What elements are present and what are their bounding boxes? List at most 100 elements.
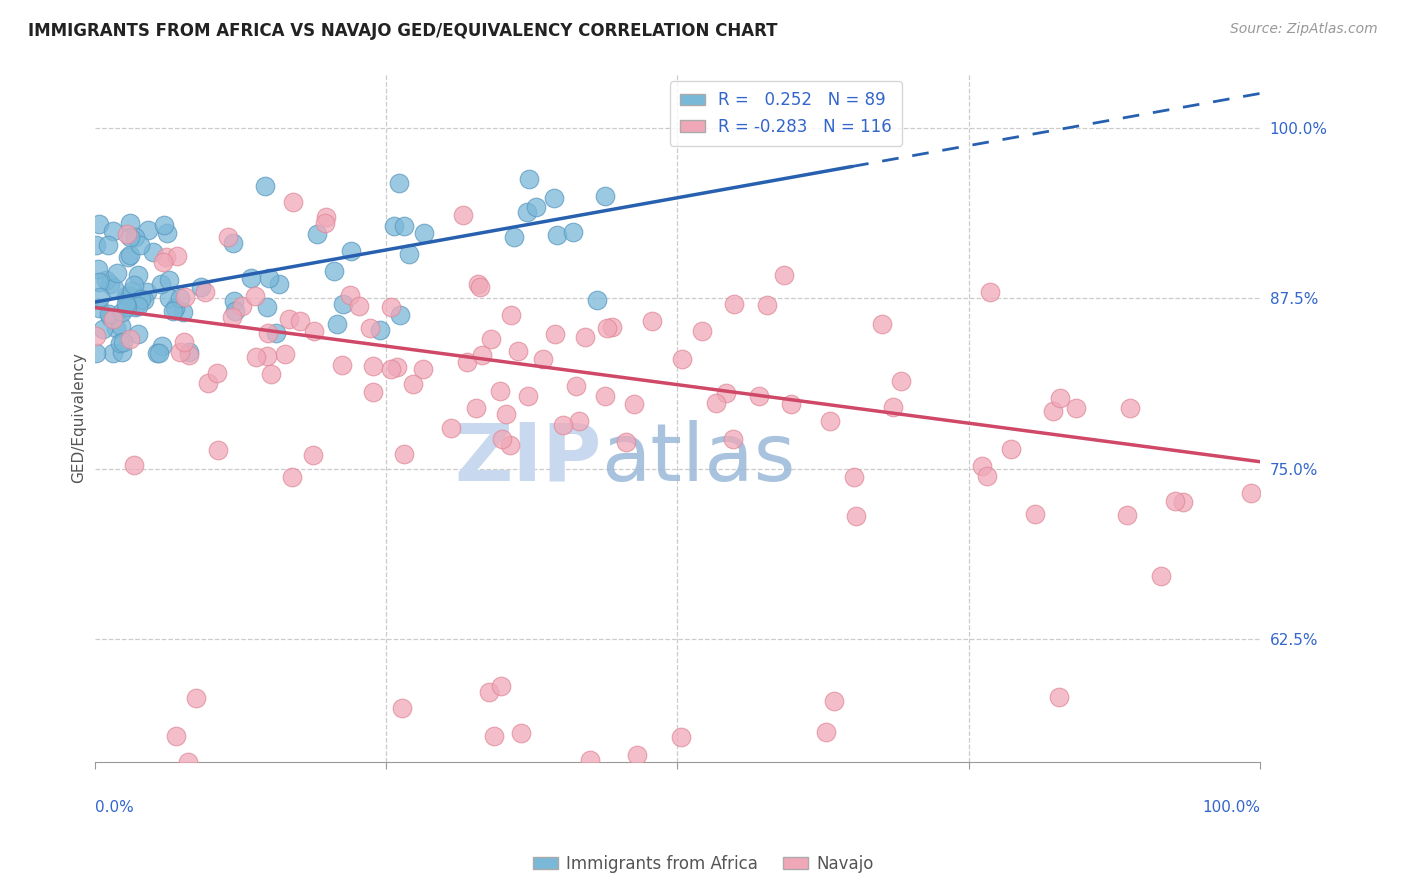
Point xyxy=(256,326,278,341)
Point xyxy=(721,432,744,446)
Point xyxy=(780,396,803,410)
Point xyxy=(322,264,344,278)
Text: 0.0%: 0.0% xyxy=(94,799,134,814)
Point xyxy=(111,345,134,359)
Point xyxy=(593,189,616,203)
Point xyxy=(818,414,841,428)
Point xyxy=(259,271,281,285)
Point xyxy=(221,236,243,251)
Point xyxy=(392,447,415,461)
Point xyxy=(117,250,139,264)
Point xyxy=(502,230,524,244)
Point xyxy=(1116,508,1139,523)
Point xyxy=(166,249,188,263)
Point xyxy=(533,351,555,366)
Point xyxy=(97,237,120,252)
Point xyxy=(169,291,191,305)
Point xyxy=(281,470,304,484)
Point xyxy=(516,205,538,219)
Point xyxy=(146,345,169,359)
Point xyxy=(157,273,180,287)
Text: ZIP: ZIP xyxy=(454,420,602,498)
Point xyxy=(217,230,239,244)
Point xyxy=(524,200,547,214)
Point xyxy=(506,344,529,359)
Legend: R =   0.252   N = 89, R = -0.283   N = 116: R = 0.252 N = 89, R = -0.283 N = 116 xyxy=(671,81,903,145)
Point xyxy=(177,755,200,769)
Point xyxy=(207,442,229,457)
Point xyxy=(184,690,207,705)
Point xyxy=(723,297,745,311)
Point xyxy=(491,432,513,446)
Point xyxy=(626,747,648,762)
Point xyxy=(747,388,769,402)
Point xyxy=(499,438,522,452)
Point xyxy=(326,317,349,331)
Point xyxy=(245,350,267,364)
Point xyxy=(103,224,125,238)
Point xyxy=(1171,495,1194,509)
Point xyxy=(264,326,287,340)
Point xyxy=(207,366,229,380)
Point xyxy=(890,374,912,388)
Point xyxy=(562,225,585,239)
Point xyxy=(845,508,868,523)
Point xyxy=(970,458,993,473)
Point xyxy=(142,244,165,259)
Point xyxy=(602,319,624,334)
Point xyxy=(114,297,136,311)
Point xyxy=(97,307,120,321)
Point xyxy=(814,724,837,739)
Point xyxy=(136,222,159,236)
Point xyxy=(224,304,246,318)
Point xyxy=(363,384,385,399)
Point xyxy=(172,304,194,318)
Point xyxy=(478,685,501,699)
Point xyxy=(288,314,311,328)
Point xyxy=(467,277,489,291)
Point xyxy=(565,379,588,393)
Point xyxy=(544,326,567,341)
Point xyxy=(224,293,246,308)
Y-axis label: GED/Equivalency: GED/Equivalency xyxy=(72,352,86,483)
Point xyxy=(153,218,176,232)
Point xyxy=(363,359,385,374)
Point xyxy=(169,345,191,359)
Point xyxy=(714,385,737,400)
Point xyxy=(440,421,463,435)
Point xyxy=(398,247,420,261)
Point xyxy=(305,227,328,242)
Point xyxy=(155,250,177,264)
Point xyxy=(239,271,262,285)
Point xyxy=(132,293,155,307)
Point xyxy=(464,401,486,416)
Point xyxy=(304,324,326,338)
Point xyxy=(1000,442,1022,457)
Point xyxy=(315,210,337,224)
Text: Source: ZipAtlas.com: Source: ZipAtlas.com xyxy=(1230,22,1378,37)
Point xyxy=(412,362,434,376)
Point xyxy=(267,277,290,291)
Point xyxy=(574,329,596,343)
Point xyxy=(122,278,145,293)
Point xyxy=(340,244,363,259)
Point xyxy=(115,227,138,241)
Point xyxy=(623,396,645,410)
Point xyxy=(543,191,565,205)
Point xyxy=(87,262,110,277)
Point xyxy=(1042,404,1064,418)
Point xyxy=(388,309,411,323)
Point xyxy=(114,289,136,303)
Point xyxy=(359,321,381,335)
Point xyxy=(177,348,200,362)
Point xyxy=(332,296,354,310)
Text: 100.0%: 100.0% xyxy=(1202,799,1260,814)
Point xyxy=(392,219,415,233)
Point xyxy=(231,299,253,313)
Point xyxy=(274,346,297,360)
Point xyxy=(128,237,150,252)
Point xyxy=(488,384,510,398)
Point xyxy=(470,280,492,294)
Point xyxy=(110,319,132,334)
Point xyxy=(385,359,408,374)
